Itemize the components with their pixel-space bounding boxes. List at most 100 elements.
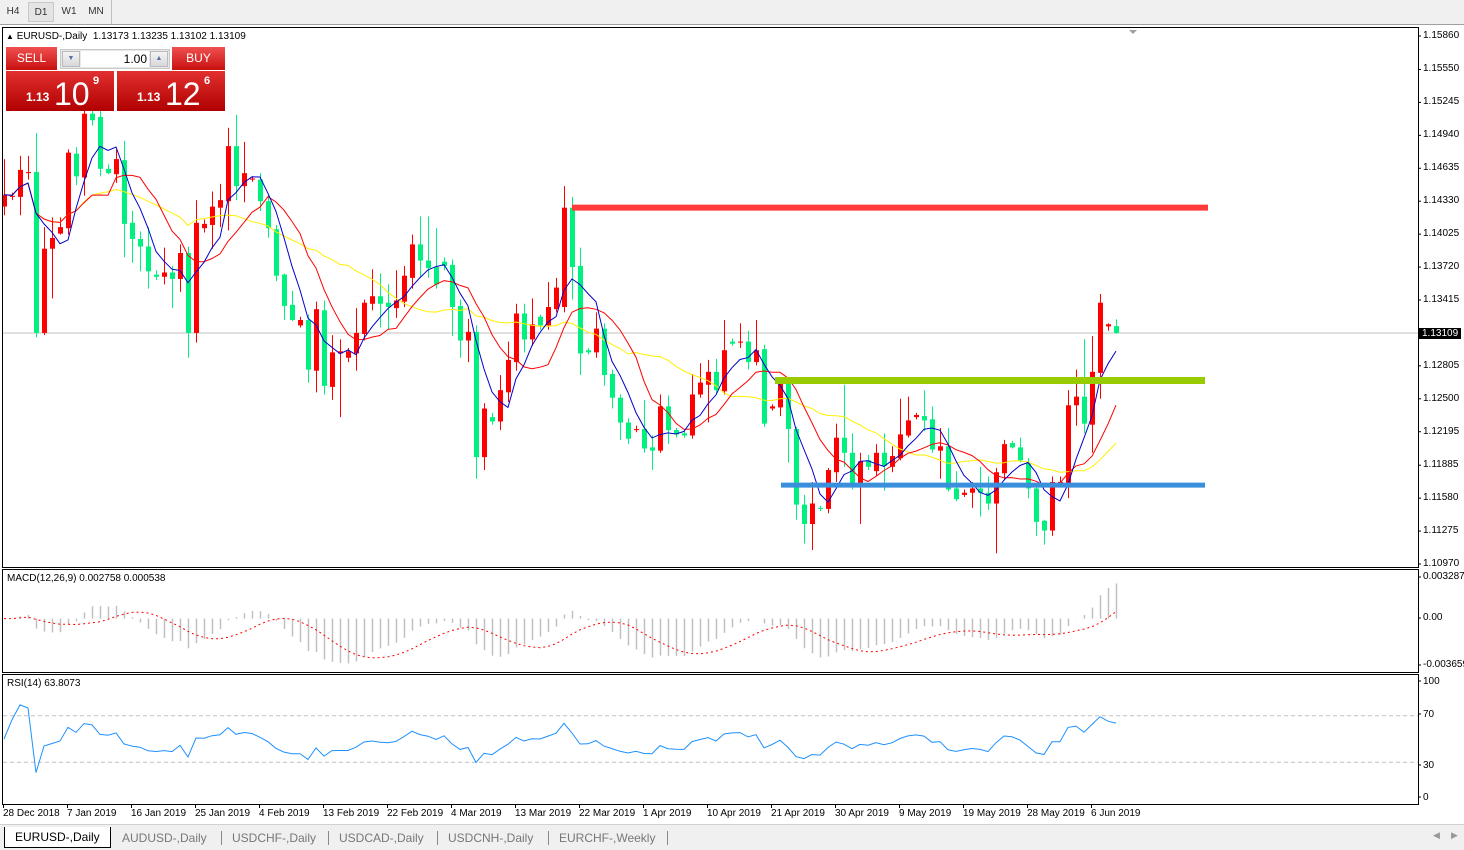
candle bbox=[218, 183, 223, 228]
candle-body bbox=[338, 351, 343, 354]
sell-price-button[interactable]: 1.13 10 9 bbox=[6, 71, 114, 111]
candle bbox=[1082, 339, 1087, 434]
price-axis-label: 1.12805 bbox=[1423, 359, 1460, 371]
candle bbox=[866, 454, 871, 471]
buy-price-button[interactable]: 1.13 12 6 bbox=[117, 71, 225, 111]
timeframe-d1-button[interactable]: D1 bbox=[28, 2, 54, 22]
price-axis-label: 1.11580 bbox=[1423, 492, 1459, 504]
candle-body bbox=[674, 430, 679, 435]
candle-body bbox=[98, 116, 103, 169]
candle-body bbox=[698, 382, 703, 395]
candle bbox=[1066, 390, 1071, 499]
price-axis-label: 1.15860 bbox=[1423, 30, 1460, 41]
lot-size-input[interactable] bbox=[81, 51, 149, 67]
collapse-triangle-icon[interactable]: ▲ bbox=[6, 32, 14, 41]
candle-body bbox=[146, 246, 151, 272]
candle bbox=[1114, 319, 1119, 334]
ma-slow-line bbox=[3, 182, 1117, 473]
main-pane-frame bbox=[2, 27, 1419, 568]
date-axis-label: 25 Jan 2019 bbox=[195, 808, 251, 819]
candle-body bbox=[962, 492, 967, 495]
chart-tabs: EURUSD-,Daily AUDUSD-,Daily USDCHF-,Dail… bbox=[0, 824, 1464, 850]
candle bbox=[170, 265, 175, 309]
candle-body bbox=[426, 260, 431, 269]
candle-body bbox=[570, 207, 575, 268]
buy-price-pips: 12 bbox=[165, 76, 201, 112]
candle bbox=[490, 412, 495, 425]
tab-usdchf-daily[interactable]: USDCHF-,Daily bbox=[232, 831, 316, 845]
candle-body bbox=[682, 433, 687, 436]
tabs-scroll-right-icon[interactable]: ▶ bbox=[1451, 830, 1458, 840]
lot-increase-arrow-icon[interactable]: ▲ bbox=[150, 51, 168, 67]
candle-body bbox=[114, 159, 119, 175]
price-axis-label: 1.15550 bbox=[1423, 63, 1460, 75]
buy-button[interactable]: BUY bbox=[172, 47, 225, 70]
timeframe-mn-button[interactable]: MN bbox=[88, 6, 104, 17]
tab-usdcad-daily[interactable]: USDCAD-,Daily bbox=[339, 831, 424, 845]
candle-body bbox=[610, 373, 615, 398]
candle-body bbox=[874, 452, 879, 472]
candle bbox=[226, 127, 231, 231]
candle bbox=[522, 303, 527, 353]
candle bbox=[1002, 439, 1007, 480]
current-price-label: 1.13109 bbox=[1419, 328, 1461, 340]
candle-body bbox=[178, 253, 183, 279]
candle-body bbox=[826, 470, 831, 509]
macd-pane-frame bbox=[2, 569, 1419, 673]
candle bbox=[290, 290, 295, 322]
candle-body bbox=[290, 304, 295, 320]
candle-body bbox=[306, 319, 311, 370]
date-axis-label: 19 May 2019 bbox=[963, 808, 1021, 819]
tabs-scroll-left-icon[interactable]: ◀ bbox=[1433, 830, 1440, 840]
rsi-line bbox=[3, 704, 1117, 773]
candle-body bbox=[1106, 324, 1111, 327]
chart-shift-marker-icon[interactable] bbox=[1129, 30, 1137, 34]
lot-decrease-arrow-icon[interactable]: ▼ bbox=[62, 51, 80, 67]
candle-body bbox=[202, 223, 207, 229]
tab-audusd-daily[interactable]: AUDUSD-,Daily bbox=[122, 831, 207, 845]
price-axis-label: 1.12195 bbox=[1423, 425, 1460, 437]
candle-body bbox=[634, 429, 639, 431]
timeframe-h4-button[interactable]: H4 bbox=[6, 6, 20, 17]
candle-body bbox=[770, 406, 775, 409]
candle-body bbox=[418, 244, 423, 261]
candle bbox=[298, 316, 303, 328]
candle bbox=[698, 363, 703, 398]
candle-body bbox=[786, 383, 791, 430]
candle bbox=[202, 219, 207, 233]
candle-body bbox=[450, 264, 455, 308]
candle-body bbox=[458, 305, 463, 341]
candle-body bbox=[1034, 488, 1039, 522]
candle bbox=[634, 425, 639, 433]
candle bbox=[618, 394, 623, 440]
candle bbox=[714, 358, 719, 394]
candle bbox=[50, 217, 55, 299]
candle-body bbox=[434, 267, 439, 285]
sell-button[interactable]: SELL bbox=[6, 47, 57, 70]
candle bbox=[138, 231, 143, 272]
candle-body bbox=[474, 331, 479, 458]
price-axis-label: 1.14330 bbox=[1423, 195, 1460, 207]
candle bbox=[810, 481, 815, 550]
candle-body bbox=[234, 146, 239, 187]
candle-body bbox=[658, 406, 663, 451]
candle-body bbox=[1114, 326, 1119, 334]
candle bbox=[690, 373, 695, 439]
candle-body bbox=[690, 394, 695, 436]
candle-body bbox=[170, 272, 175, 279]
tab-divider bbox=[437, 831, 438, 845]
candle bbox=[186, 246, 191, 358]
candle-body bbox=[378, 296, 383, 304]
tab-eurusd-daily[interactable]: EURUSD-,Daily bbox=[4, 827, 111, 848]
timeframe-w1-button[interactable]: W1 bbox=[61, 6, 77, 17]
candle-body bbox=[370, 296, 375, 304]
candle bbox=[26, 155, 31, 180]
candle-body bbox=[522, 313, 527, 340]
candle-body bbox=[442, 261, 447, 266]
candle-body bbox=[714, 371, 719, 391]
tab-eurchf-weekly[interactable]: EURCHF-,Weekly bbox=[559, 831, 656, 845]
candle bbox=[378, 273, 383, 328]
tab-usdcnh-daily[interactable]: USDCNH-,Daily bbox=[448, 831, 534, 845]
lot-size-stepper: ▼ ▲ bbox=[60, 49, 170, 69]
